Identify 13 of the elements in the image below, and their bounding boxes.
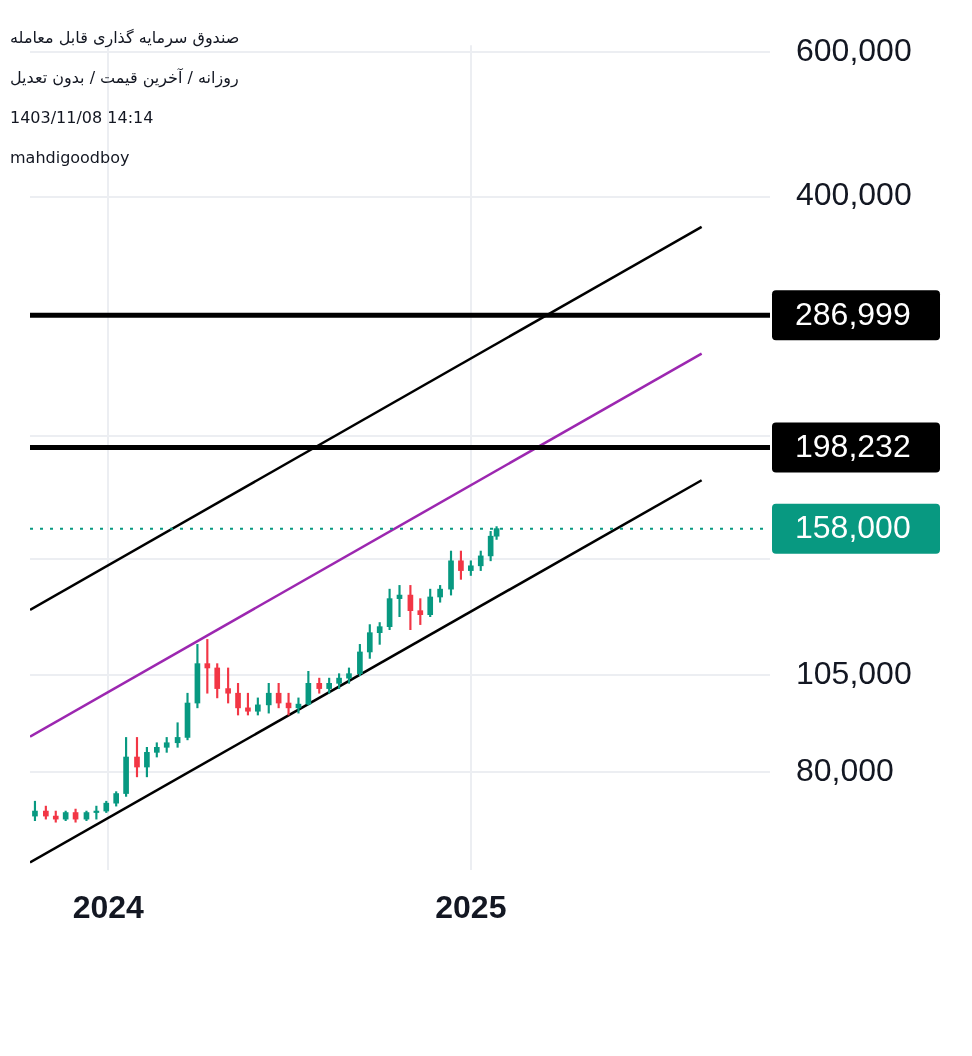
- annotation: 1403/11/08 14:14: [10, 108, 155, 129]
- annotation: mahdigoodboy: [10, 148, 131, 169]
- x-tick-label: 2024: [72, 889, 145, 926]
- y-tick-label: 105,000: [796, 654, 912, 691]
- x-tick-label: 2025: [435, 889, 507, 926]
- y-tick-label: 600,000: [796, 31, 912, 68]
- y-tick-label: 80,000: [796, 751, 894, 788]
- chart-title: صندوق سرمایه گذاری قابل معامله: [10, 28, 240, 47]
- y-tick-label: 400,000: [796, 176, 912, 213]
- ref-line-label: 286,999: [795, 296, 911, 333]
- text: روزانه / آخرین قیمت / بدون تعدیل: [10, 68, 239, 87]
- ref-line-label: 158,000: [795, 509, 911, 546]
- ref-line-label: 198,232: [795, 428, 911, 465]
